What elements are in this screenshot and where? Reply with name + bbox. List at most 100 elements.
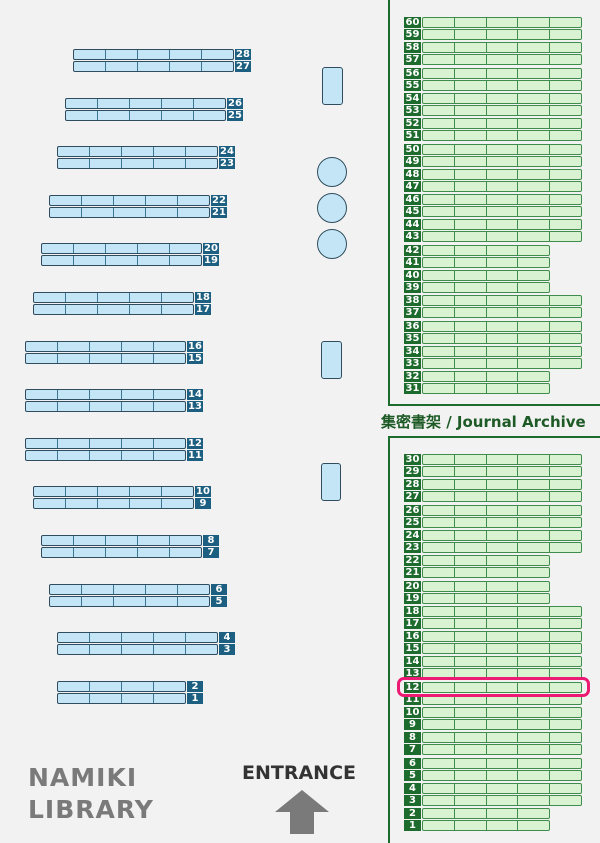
shelf-9[interactable] xyxy=(33,498,194,509)
shelf-23[interactable] xyxy=(57,158,218,169)
shelf-55[interactable] xyxy=(422,80,582,91)
shelf-31[interactable] xyxy=(422,383,550,394)
shelf-54[interactable] xyxy=(422,93,582,104)
shelf-58[interactable] xyxy=(422,42,582,53)
shelf-30[interactable] xyxy=(422,454,582,465)
shelf-26[interactable] xyxy=(65,98,226,109)
shelf-19[interactable] xyxy=(41,255,202,266)
shelf-12[interactable] xyxy=(422,682,582,693)
shelf-7[interactable] xyxy=(422,744,582,755)
shelf-51[interactable] xyxy=(422,130,582,141)
shelf-20[interactable] xyxy=(422,581,550,592)
shelf-6[interactable] xyxy=(422,758,582,769)
shelf-25[interactable] xyxy=(422,517,582,528)
shelf-60[interactable] xyxy=(422,17,582,28)
shelf-11[interactable] xyxy=(25,450,186,461)
shelf-8[interactable] xyxy=(41,535,202,546)
shelf-18[interactable] xyxy=(422,606,582,617)
shelf-27[interactable] xyxy=(422,491,582,502)
shelf-38[interactable] xyxy=(422,295,582,306)
shelf-15[interactable] xyxy=(25,353,186,364)
shelf-section xyxy=(550,308,581,317)
shelf-12[interactable] xyxy=(25,438,186,449)
shelf-number-label: 53 xyxy=(404,105,421,116)
shelf-28[interactable] xyxy=(73,49,234,60)
shelf-27[interactable] xyxy=(73,61,234,72)
shelf-13[interactable] xyxy=(25,401,186,412)
shelf-56[interactable] xyxy=(422,68,582,79)
shelf-37[interactable] xyxy=(422,307,582,318)
shelf-15[interactable] xyxy=(422,643,582,654)
shelf-5[interactable] xyxy=(49,596,210,607)
shelf-43[interactable] xyxy=(422,231,582,242)
shelf-52[interactable] xyxy=(422,118,582,129)
shelf-50[interactable] xyxy=(422,144,582,155)
shelf-5[interactable] xyxy=(422,770,582,781)
shelf-4[interactable] xyxy=(57,632,218,643)
shelf-32[interactable] xyxy=(422,371,550,382)
shelf-36[interactable] xyxy=(422,321,582,332)
shelf-19[interactable] xyxy=(422,593,550,604)
shelf-9[interactable] xyxy=(422,719,582,730)
shelf-10[interactable] xyxy=(33,486,194,497)
shelf-7[interactable] xyxy=(41,547,202,558)
shelf-6[interactable] xyxy=(49,584,210,595)
shelf-22[interactable] xyxy=(422,555,550,566)
shelf-section xyxy=(518,733,551,742)
shelf-number-label: 10 xyxy=(195,486,211,497)
shelf-section xyxy=(106,244,138,253)
shelf-41[interactable] xyxy=(422,257,550,268)
shelf-section xyxy=(455,334,487,343)
shelf-8[interactable] xyxy=(422,732,582,743)
shelf-section xyxy=(518,771,551,780)
shelf-24[interactable] xyxy=(57,146,218,157)
shelf-47[interactable] xyxy=(422,181,582,192)
shelf-section xyxy=(455,720,487,729)
shelf-34[interactable] xyxy=(422,346,582,357)
shelf-21[interactable] xyxy=(49,207,210,218)
shelf-1[interactable] xyxy=(57,693,186,704)
shelf-57[interactable] xyxy=(422,54,582,65)
shelf-3[interactable] xyxy=(57,644,218,655)
shelf-33[interactable] xyxy=(422,358,582,369)
shelf-section xyxy=(423,492,455,501)
shelf-section xyxy=(154,402,185,411)
shelf-35[interactable] xyxy=(422,333,582,344)
shelf-48[interactable] xyxy=(422,169,582,180)
shelf-29[interactable] xyxy=(422,466,582,477)
shelf-25[interactable] xyxy=(65,110,226,121)
shelf-section xyxy=(423,708,455,717)
shelf-2[interactable] xyxy=(422,808,550,819)
shelf-16[interactable] xyxy=(25,341,186,352)
shelf-44[interactable] xyxy=(422,219,582,230)
shelf-1[interactable] xyxy=(422,820,550,831)
shelf-26[interactable] xyxy=(422,505,582,516)
shelf-39[interactable] xyxy=(422,282,550,293)
shelf-10[interactable] xyxy=(422,707,582,718)
shelf-section xyxy=(518,480,551,489)
shelf-20[interactable] xyxy=(41,243,202,254)
shelf-14[interactable] xyxy=(25,389,186,400)
shelf-17[interactable] xyxy=(33,304,194,315)
shelf-21[interactable] xyxy=(422,567,550,578)
shelf-45[interactable] xyxy=(422,206,582,217)
shelf-17[interactable] xyxy=(422,618,582,629)
shelf-53[interactable] xyxy=(422,105,582,116)
shelf-49[interactable] xyxy=(422,156,582,167)
shelf-59[interactable] xyxy=(422,29,582,40)
shelf-24[interactable] xyxy=(422,530,582,541)
shelf-section xyxy=(550,232,581,241)
shelf-14[interactable] xyxy=(422,656,582,667)
shelf-18[interactable] xyxy=(33,292,194,303)
shelf-section xyxy=(106,62,138,71)
shelf-28[interactable] xyxy=(422,479,582,490)
shelf-16[interactable] xyxy=(422,631,582,642)
shelf-4[interactable] xyxy=(422,783,582,794)
shelf-2[interactable] xyxy=(57,681,186,692)
shelf-40[interactable] xyxy=(422,270,550,281)
shelf-22[interactable] xyxy=(49,195,210,206)
shelf-46[interactable] xyxy=(422,194,582,205)
shelf-23[interactable] xyxy=(422,542,582,553)
shelf-3[interactable] xyxy=(422,795,582,806)
shelf-42[interactable] xyxy=(422,245,550,256)
